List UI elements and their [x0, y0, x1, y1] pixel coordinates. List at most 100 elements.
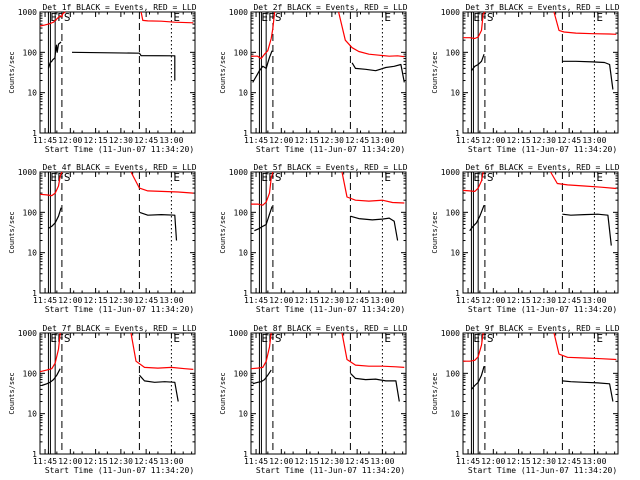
y-tick-label: 10 [27, 410, 37, 419]
x-tick-label: 12:45 [134, 136, 158, 145]
event-marker-label: E [473, 332, 480, 345]
events-series-line [351, 62, 405, 83]
x-tick-label: 12:30 [109, 296, 133, 305]
event-marker-label: E [261, 332, 268, 345]
x-axis-label: Start Time (11-Jun-07 11:34:20) [468, 145, 617, 154]
event-marker-label: E [384, 171, 391, 184]
y-tick-label: 10 [27, 249, 37, 258]
lld-series-line [338, 11, 405, 58]
event-marker-label: E [473, 171, 480, 184]
y-tick-label: 10 [238, 249, 248, 258]
event-marker-label: E [384, 11, 391, 24]
y-tick-label: 100 [446, 48, 461, 57]
lld-series-line [463, 332, 484, 362]
x-axis-label: Start Time (11-Jun-07 11:34:20) [45, 145, 194, 154]
y-axis-label: Counts/sec [431, 372, 439, 414]
plot-frame [462, 11, 619, 134]
y-tick-label: 1 [243, 289, 248, 298]
y-tick-label: 1 [32, 450, 37, 459]
x-tick-label: 12:45 [134, 457, 158, 466]
plot-frame [250, 11, 407, 134]
y-tick-label: 100 [23, 208, 38, 217]
x-tick-label: 12:30 [320, 136, 344, 145]
event-marker-label: S [275, 11, 282, 24]
event-marker-label: E [596, 171, 603, 184]
lld-series-line [550, 171, 617, 190]
event-marker-label: S [487, 171, 494, 184]
x-tick-label: 11:45 [244, 136, 268, 145]
x-tick-label: 12:45 [345, 457, 369, 466]
lld-series-line [341, 171, 405, 204]
x-tick-label: 12:15 [84, 457, 108, 466]
panel-title: Det 1f BLACK = Events, RED = LLD [42, 3, 196, 12]
x-tick-label: 12:00 [58, 136, 82, 145]
plot-frame [462, 332, 619, 455]
events-series-line [139, 211, 178, 241]
event-marker-label: E [50, 11, 57, 24]
y-tick-label: 10 [238, 89, 248, 98]
lld-series-line [341, 332, 405, 368]
events-series-line [254, 206, 273, 232]
x-tick-label: 12:45 [557, 457, 581, 466]
x-tick-label: 13:00 [370, 136, 394, 145]
y-tick-label: 1 [32, 289, 37, 298]
detector-panel: Det 6f BLACK = Events, RED = LLD 1 10 100 10… [431, 163, 620, 314]
x-axis-label: Start Time (11-Jun-07 11:34:20) [45, 466, 194, 475]
y-tick-label: 100 [446, 208, 461, 217]
event-marker-label: S [64, 11, 71, 24]
x-axis-label: Start Time (11-Jun-07 11:34:20) [468, 305, 617, 314]
event-marker-label: F [480, 171, 487, 184]
x-tick-label: 13:00 [159, 296, 183, 305]
event-marker-label: S [487, 11, 494, 24]
x-tick-label: 12:30 [109, 457, 133, 466]
event-marker-label: E [261, 171, 268, 184]
y-axis-label: Counts/sec [431, 211, 439, 253]
y-tick-label: 1000 [229, 8, 248, 17]
x-tick-label: 13:00 [582, 136, 606, 145]
panel-title: Det 8f BLACK = Events, RED = LLD [253, 324, 407, 333]
event-marker-label: E [50, 332, 57, 345]
x-tick-label: 11:45 [33, 136, 57, 145]
detector-panel: Det 9f BLACK = Events, RED = LLD 1 10 100 10… [431, 324, 620, 475]
x-tick-label: 12:00 [481, 457, 505, 466]
y-tick-label: 1000 [18, 8, 37, 17]
lld-series-line [130, 332, 194, 370]
lld-series-line [140, 11, 194, 24]
events-series-line [252, 369, 272, 385]
y-tick-label: 100 [234, 48, 249, 57]
x-tick-label: 12:15 [295, 136, 319, 145]
x-tick-label: 11:45 [456, 136, 480, 145]
x-axis-label: Start Time (11-Jun-07 11:34:20) [45, 305, 194, 314]
plot-frame [250, 332, 407, 455]
y-axis-label: Counts/sec [219, 211, 227, 253]
lld-series-line [251, 171, 274, 206]
detector-panel: Det 8f BLACK = Events, RED = LLD 1 10 100 10… [219, 324, 408, 475]
y-tick-label: 1 [243, 129, 248, 138]
y-tick-label: 1 [32, 129, 37, 138]
x-tick-label: 13:00 [370, 457, 394, 466]
x-tick-label: 12:45 [557, 296, 581, 305]
panel-title: Det 5f BLACK = Events, RED = LLD [253, 163, 407, 172]
x-tick-label: 12:30 [320, 457, 344, 466]
lld-series-line [39, 171, 63, 197]
events-series-line [48, 207, 62, 229]
event-marker-label: F [480, 11, 487, 24]
y-axis-label: Counts/sec [219, 51, 227, 93]
detector-panel: Det 4f BLACK = Events, RED = LLD 1 10 100 10… [8, 163, 197, 314]
y-axis-label: Counts/sec [8, 51, 16, 93]
x-tick-label: 12:15 [507, 136, 531, 145]
lld-series-line [39, 332, 61, 373]
y-tick-label: 10 [238, 410, 248, 419]
y-tick-label: 100 [23, 48, 38, 57]
detector-panel: Det 3f BLACK = Events, RED = LLD 1 10 100 10… [431, 3, 620, 154]
x-axis-label: Start Time (11-Jun-07 11:34:20) [256, 145, 405, 154]
x-tick-label: 12:00 [58, 457, 82, 466]
events-series-line [562, 213, 612, 246]
lld-series-line [463, 11, 486, 40]
plot-frame [39, 11, 196, 134]
detector-panel: Det 5f BLACK = Events, RED = LLD 1 10 100 10… [219, 163, 408, 314]
x-tick-label: 12:30 [109, 136, 133, 145]
y-tick-label: 1000 [18, 329, 37, 338]
y-tick-label: 1000 [441, 8, 460, 17]
